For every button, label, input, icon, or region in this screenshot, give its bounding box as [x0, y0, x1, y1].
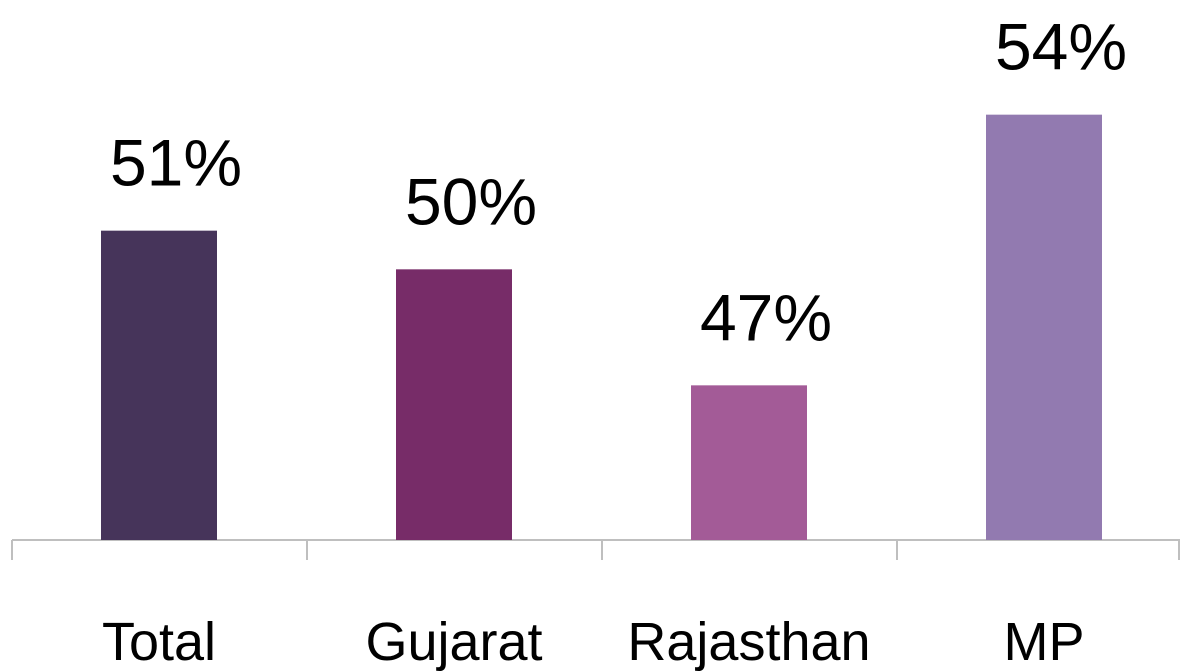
data-label: 50%: [405, 164, 537, 238]
bar: [396, 269, 512, 540]
x-tick-label: Total: [102, 612, 216, 671]
bar: [691, 385, 807, 540]
data-label: 51%: [110, 126, 242, 200]
data-label: 47%: [700, 280, 832, 354]
x-tick-label: MP: [1004, 612, 1085, 671]
bar: [986, 114, 1102, 541]
data-label: 54%: [995, 10, 1127, 84]
x-tick-label: Gujarat: [365, 612, 542, 671]
bar: [101, 230, 217, 540]
x-tick-label: Rajasthan: [627, 612, 870, 671]
